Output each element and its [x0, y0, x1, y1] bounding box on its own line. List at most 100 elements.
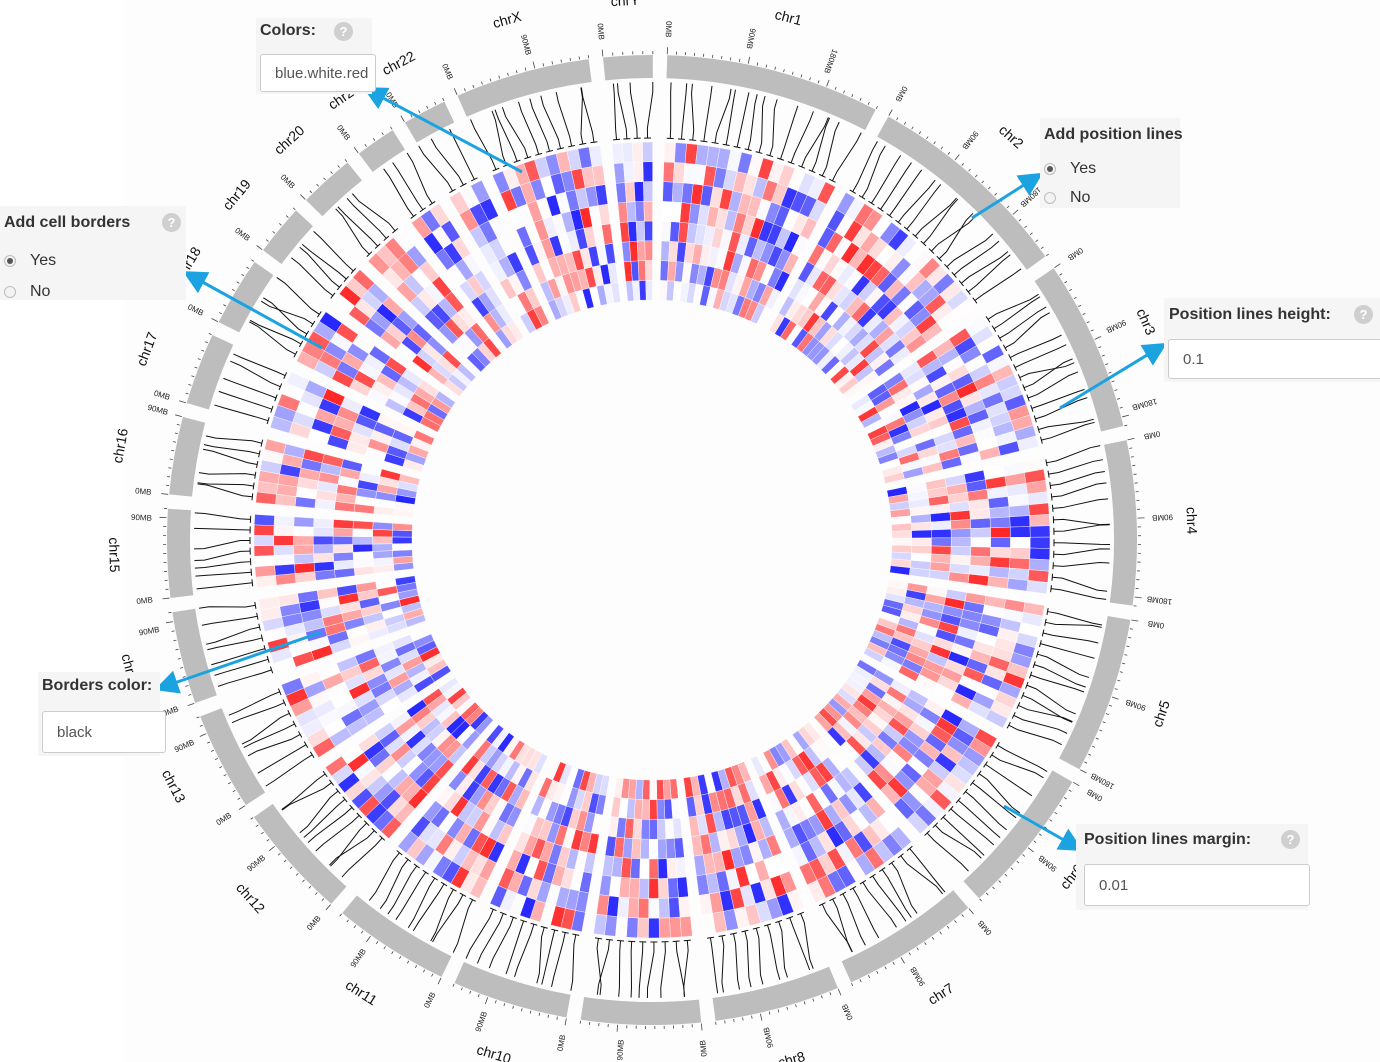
position-line [406, 152, 433, 204]
axis-tick [1086, 321, 1090, 324]
position-lines-margin-input-value: 0.01 [1099, 876, 1129, 894]
heatmap-cell [679, 916, 693, 938]
position-lines-yes-option[interactable]: Yes [1044, 160, 1096, 178]
colors-input[interactable]: blue.white.red [260, 54, 376, 92]
heatmap-cell [645, 260, 653, 281]
cell-borders-yes-option[interactable]: Yes [4, 252, 56, 270]
position-line [596, 938, 602, 996]
position-line-cap [251, 493, 254, 501]
heatmap-cell [807, 880, 826, 904]
colors-help-icon[interactable]: ? [334, 22, 353, 41]
position-line [675, 941, 685, 997]
axis-tick [1090, 329, 1094, 332]
position-line-cap [1045, 459, 1048, 467]
heatmap-cell [641, 799, 650, 820]
position-line [1050, 470, 1105, 486]
heatmap-cell [621, 142, 634, 164]
position-lines-height-help-icon[interactable]: ? [1354, 305, 1373, 324]
axis-tick [918, 131, 922, 135]
heatmap-cell [640, 819, 650, 840]
heatmap-cell [648, 898, 660, 919]
axis-tick [1117, 398, 1121, 400]
position-line [596, 939, 610, 995]
axis-tick [260, 831, 264, 835]
cell-borders-help-icon[interactable]: ? [162, 213, 181, 232]
position-line [555, 92, 573, 147]
position-line-cap [948, 805, 954, 812]
axis-tick [337, 165, 340, 168]
axis-tick [255, 824, 259, 828]
position-line [392, 162, 424, 211]
position-line [194, 512, 251, 520]
heatmap-cell [319, 311, 343, 333]
axis-tick [256, 245, 263, 251]
position-line [790, 111, 814, 164]
tick-label: 90MB [960, 129, 980, 151]
position-line-cap [888, 860, 895, 866]
axis-tick [218, 312, 223, 315]
position-line [231, 702, 285, 724]
heatmap-cell [969, 508, 991, 520]
heatmap-cell [273, 515, 295, 527]
position-line [346, 197, 387, 239]
chromosome-chr19: 0MB chr19 [219, 176, 477, 397]
cell-borders-no-option[interactable]: No [4, 283, 50, 301]
position-lines-margin-help-icon[interactable]: ? [1281, 830, 1300, 849]
position-line [721, 935, 725, 993]
heatmap-cell [950, 519, 972, 530]
heatmap-cell [640, 838, 650, 860]
axis-tick [940, 146, 944, 150]
ideogram-chr1 [666, 55, 876, 131]
axis-tick [1068, 789, 1072, 792]
position-line [263, 297, 308, 335]
axis-tick [372, 138, 376, 141]
position-line [926, 832, 969, 872]
chromosome-label-chr5: chr5 [1149, 698, 1173, 729]
axis-tick [1027, 847, 1034, 853]
axis-tick [888, 109, 893, 116]
position-lines-no-radio[interactable] [1044, 192, 1056, 204]
axis-tick [700, 1023, 703, 1031]
position-line-cap [282, 699, 287, 707]
position-line-cap [404, 856, 412, 863]
position-line [313, 231, 354, 272]
axis-tick [751, 1015, 753, 1019]
chromosome-chr1: 0MB 90MB 180MB chr1 [659, 6, 878, 328]
heatmap-cell [970, 517, 991, 529]
position-line-cap [431, 875, 438, 881]
position-line-cap [775, 919, 783, 924]
heatmap-cell [634, 201, 645, 222]
position-line-cap [1025, 681, 1029, 689]
tick-label: 0MB [153, 389, 171, 402]
axis-tick [875, 105, 878, 109]
axis-tick [947, 151, 951, 155]
heatmap-cell [639, 858, 650, 879]
borders-color-input[interactable]: black [42, 711, 166, 753]
tick-label: 180MB [822, 48, 839, 75]
position-lines-yes-radio[interactable] [1044, 163, 1056, 175]
position-lines-margin-input[interactable]: 0.01 [1084, 864, 1310, 906]
position-line [260, 300, 314, 325]
heatmap-cell [313, 517, 334, 529]
heatmap-cell [891, 530, 912, 539]
position-line [931, 215, 977, 252]
position-line-cap [1008, 354, 1013, 361]
ideogram-chr12 [253, 803, 347, 904]
position-lines-height-input[interactable]: 0.1 [1168, 339, 1380, 379]
heatmap-cell [626, 917, 639, 938]
heatmap-cell [663, 161, 675, 183]
cell-borders-yes-radio[interactable] [4, 255, 16, 267]
position-line-cap [940, 814, 946, 821]
axis-tick [851, 94, 854, 98]
axis-tick [277, 852, 281, 856]
colors-panel: Colors: ? blue.white.red [256, 18, 376, 94]
heatmap-cell [313, 535, 334, 546]
position-line-cap [1006, 721, 1011, 729]
position-line [196, 582, 253, 590]
heatmap-cell [352, 520, 374, 530]
cell-borders-no-radio[interactable] [4, 286, 16, 298]
position-line-cap [509, 915, 517, 920]
position-lines-no-option[interactable]: No [1044, 189, 1090, 207]
position-line [725, 89, 736, 145]
